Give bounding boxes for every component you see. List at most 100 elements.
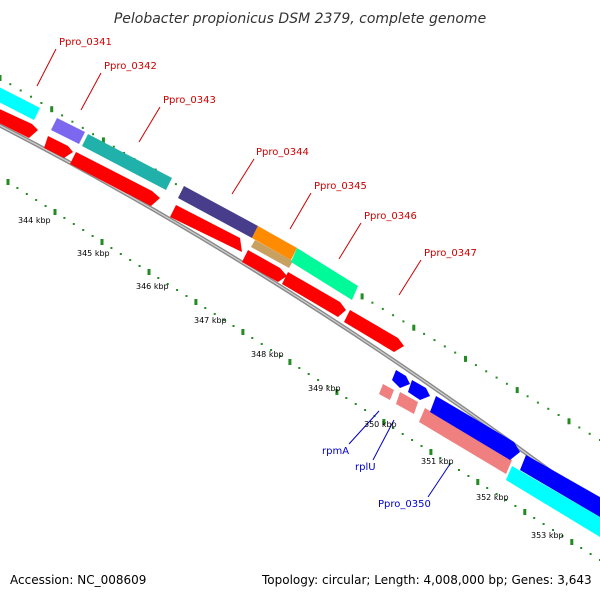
gene-label-ppro-0344[interactable]: Ppro_0344 bbox=[256, 147, 309, 158]
tick-labels: 344 kbp 345 kbp 346 kbp 347 kbp 348 kbp … bbox=[18, 216, 564, 540]
feature-rplu[interactable] bbox=[408, 380, 430, 400]
guide-dot bbox=[454, 351, 457, 354]
guide-dot bbox=[567, 418, 571, 425]
cds-ppro-0350[interactable] bbox=[419, 408, 512, 474]
guide-dot bbox=[81, 126, 84, 129]
guide-dot bbox=[288, 359, 292, 365]
guide-dot bbox=[100, 239, 104, 245]
gene-label-ppro-0341[interactable]: Ppro_0341 bbox=[59, 37, 112, 48]
gene-label-ppro-0350[interactable]: Ppro_0350 bbox=[378, 499, 431, 510]
cds-ppro-0346[interactable] bbox=[282, 272, 346, 317]
guide-dot bbox=[474, 364, 477, 367]
guide-dot bbox=[486, 487, 489, 489]
guide-dot bbox=[91, 235, 94, 237]
gene-label-ppro-0346[interactable]: Ppro_0346 bbox=[364, 211, 417, 222]
cds-ppro-0343[interactable] bbox=[70, 152, 160, 206]
guide-dot bbox=[119, 253, 122, 255]
guide-dot bbox=[50, 106, 54, 113]
feature-ppro-0345[interactable] bbox=[252, 226, 297, 260]
guide-dot bbox=[279, 355, 282, 357]
tick-label-353: 353 kbp bbox=[531, 531, 564, 540]
guide-dot bbox=[458, 469, 460, 471]
guide-dot bbox=[526, 395, 529, 398]
guide-dot bbox=[495, 376, 498, 379]
guide-dot bbox=[138, 265, 141, 267]
guide-dot bbox=[443, 345, 446, 348]
cds-rpma[interactable] bbox=[379, 384, 394, 400]
guide-dot bbox=[317, 379, 320, 381]
feature-bottom-track bbox=[392, 370, 600, 518]
topology-text: Topology: circular; Length: 4,008,000 bp… bbox=[262, 573, 592, 587]
guide-dot bbox=[485, 370, 488, 373]
guide-dot bbox=[44, 205, 47, 207]
feature-ppro-0343[interactable] bbox=[82, 134, 172, 190]
guide-dot bbox=[166, 283, 169, 285]
guide-dot bbox=[561, 535, 564, 537]
cds-rplu[interactable] bbox=[396, 392, 418, 414]
guide-dot bbox=[420, 445, 423, 447]
accession-text: Accession: NC_008609 bbox=[10, 573, 147, 587]
feature-ppro-0341[interactable] bbox=[0, 85, 40, 120]
guide-dot bbox=[204, 307, 207, 309]
cds-ppro-0344[interactable] bbox=[170, 205, 242, 252]
guide-dot bbox=[335, 389, 339, 395]
guide-dot bbox=[176, 289, 179, 291]
guide-dot bbox=[381, 307, 384, 310]
guide-dot bbox=[533, 517, 536, 519]
guide-dot bbox=[429, 449, 433, 455]
guide-dot bbox=[112, 145, 115, 148]
tick-label-351: 351 kbp bbox=[421, 457, 454, 466]
guide-dot bbox=[495, 493, 498, 495]
guide-dot bbox=[505, 382, 508, 385]
guide-dot bbox=[360, 293, 364, 300]
cds-ppro-0342[interactable] bbox=[44, 136, 73, 158]
tick-label-349: 349 kbp bbox=[308, 384, 341, 393]
guide-dot bbox=[185, 295, 188, 297]
guide-dot bbox=[476, 479, 480, 485]
guide-dot bbox=[307, 373, 310, 375]
gene-label-ppro-0345[interactable]: Ppro_0345 bbox=[314, 181, 367, 192]
gene-label-rpma[interactable]: rpmA bbox=[322, 446, 349, 457]
cds-ppro-0345[interactable] bbox=[242, 250, 287, 282]
guide-dot bbox=[270, 349, 273, 351]
guide-dot bbox=[345, 397, 348, 399]
gene-label-ppro-0342[interactable]: Ppro_0342 bbox=[104, 61, 157, 72]
guide-dot bbox=[9, 83, 12, 86]
guide-dot bbox=[223, 319, 226, 321]
guide-dot bbox=[326, 385, 329, 387]
guide-dot bbox=[194, 299, 198, 305]
guide-dot bbox=[371, 301, 374, 304]
gene-label-ppro-0347[interactable]: Ppro_0347 bbox=[424, 248, 477, 259]
guide-dot bbox=[25, 193, 28, 195]
guide-dot bbox=[402, 320, 405, 323]
guide-dot bbox=[129, 259, 132, 261]
cds-ppro-0341[interactable] bbox=[0, 107, 38, 138]
feature-ppro-0344[interactable] bbox=[178, 186, 258, 238]
feature-ppro-0350[interactable] bbox=[430, 396, 520, 460]
gene-label-rplu[interactable]: rplU bbox=[355, 462, 376, 473]
feature-next bbox=[520, 455, 600, 518]
guide-dot bbox=[589, 553, 592, 555]
guide-dot bbox=[433, 339, 436, 342]
guide-dot bbox=[412, 324, 416, 331]
gene-label-ppro-0343[interactable]: Ppro_0343 bbox=[163, 95, 216, 106]
gene-labels-top: Ppro_0341 Ppro_0342 Ppro_0343 Ppro_0344 … bbox=[59, 37, 477, 259]
guide-dot bbox=[61, 114, 64, 117]
guide-dot bbox=[578, 426, 581, 429]
feature-ppro-0346[interactable] bbox=[291, 248, 358, 300]
feature-rpma[interactable] bbox=[392, 370, 410, 388]
guide-dot bbox=[123, 151, 126, 154]
guide-dot bbox=[0, 75, 2, 81]
guide-dot bbox=[213, 313, 216, 315]
cds-ppro-0347[interactable] bbox=[344, 310, 404, 352]
guide-dot bbox=[505, 499, 507, 501]
guide-dot bbox=[423, 332, 426, 335]
feature-ppro-0342[interactable] bbox=[51, 118, 85, 144]
gene-leaders-bottom bbox=[348, 410, 451, 498]
guide-dot bbox=[92, 133, 95, 136]
tick-label-346: 346 kbp bbox=[136, 282, 169, 291]
feature-track bbox=[0, 85, 358, 300]
gene-leaders-top bbox=[36, 48, 422, 296]
guide-dot bbox=[354, 403, 357, 405]
